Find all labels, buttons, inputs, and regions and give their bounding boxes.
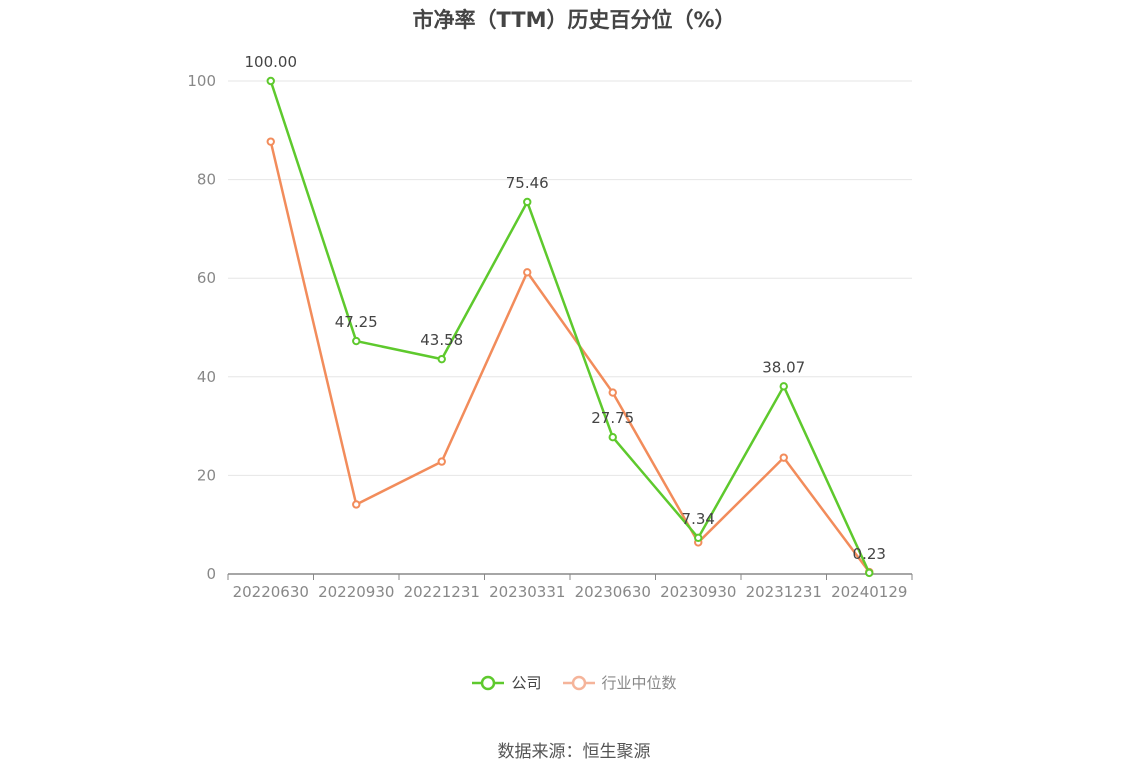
x-tick-label-20231231: 20231231 <box>746 583 822 601</box>
data-label-company-20220630: 100.00 <box>245 53 298 71</box>
data-point-company-20240129 <box>865 568 874 578</box>
x-tick-label-20220930: 20220930 <box>318 583 394 601</box>
legend-label-industry-median: 行业中位数 <box>601 674 677 692</box>
x-tick-label-20240129: 20240129 <box>831 583 907 601</box>
x-tick-label-20221231: 20221231 <box>404 583 480 601</box>
data-source: 数据来源：恒生聚源 <box>497 742 651 762</box>
legend: 公司 行业中位数 <box>0 672 1148 693</box>
data-point-industry-median-20230630 <box>608 388 617 397</box>
series-line-industry-median <box>269 141 871 573</box>
y-tick-label-100: 100 <box>187 72 216 90</box>
data-point-company-20230930 <box>694 533 703 543</box>
x-tick-label-20230930: 20230930 <box>660 583 736 601</box>
legend-industry-marker-icon <box>562 675 595 690</box>
x-tick-label-20230331: 20230331 <box>489 583 565 601</box>
data-point-industry-median-20231231 <box>779 453 788 462</box>
data-label-company-20240129: 0.23 <box>853 545 886 563</box>
legend-company-marker-icon <box>472 675 505 690</box>
y-tick-label-60: 60 <box>197 269 216 287</box>
legend-item-company[interactable]: 公司 <box>471 672 542 693</box>
y-tick-label-20: 20 <box>197 466 216 484</box>
data-point-company-20220630 <box>266 76 275 86</box>
data-point-company-20231231 <box>779 382 788 391</box>
data-point-company-20230630 <box>608 432 617 442</box>
data-label-company-20230630: 27.75 <box>591 409 634 427</box>
data-label-company-20220930: 47.25 <box>335 313 378 331</box>
data-point-company-20220930 <box>352 336 361 346</box>
data-point-company-20230331 <box>523 197 532 207</box>
x-tick-label-20230630: 20230630 <box>575 583 651 601</box>
data-point-industry-median-20230331 <box>523 268 532 277</box>
data-label-company-20230930: 7.34 <box>682 510 715 528</box>
data-point-industry-median-20220630 <box>266 137 275 146</box>
x-tick-label-20220630: 20220630 <box>233 583 309 601</box>
y-tick-label-0: 0 <box>206 565 216 583</box>
chart-title: 市净率（TTM）历史百分位（%） <box>412 8 736 32</box>
data-label-company-20221231: 43.58 <box>420 331 463 349</box>
data-label-company-20230331: 75.46 <box>506 174 549 192</box>
y-tick-label-80: 80 <box>197 171 216 189</box>
data-point-company-20221231 <box>437 354 446 364</box>
series-line-company <box>269 80 871 574</box>
legend-label-company: 公司 <box>511 674 542 692</box>
legend-item-industry-median[interactable]: 行业中位数 <box>562 672 677 693</box>
data-point-industry-median-20221231 <box>437 457 446 466</box>
data-label-company-20231231: 38.07 <box>762 358 805 376</box>
data-point-industry-median-20220930 <box>352 500 361 509</box>
y-tick-label-40: 40 <box>197 368 216 386</box>
